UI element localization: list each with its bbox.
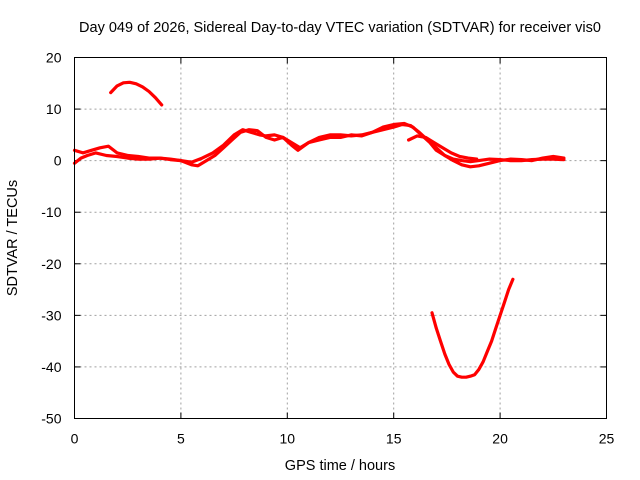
y-tick-label: -20 bbox=[41, 256, 61, 272]
series-arc-low bbox=[430, 277, 515, 379]
chart-title: Day 049 of 2026, Sidereal Day-to-day VTE… bbox=[79, 20, 601, 36]
x-axis-label: GPS time / hours bbox=[285, 458, 395, 474]
x-tick-labels: 0 5 10 15 20 25 bbox=[71, 431, 615, 447]
grid-lines bbox=[74, 57, 607, 419]
x-tick-label: 0 bbox=[71, 431, 79, 447]
axis-ticks bbox=[74, 57, 607, 419]
series-arc-high-early bbox=[109, 80, 164, 107]
x-tick-label: 20 bbox=[492, 431, 508, 447]
x-tick-label: 5 bbox=[177, 431, 185, 447]
plot-frame bbox=[74, 57, 607, 419]
y-tick-labels: -50 -40 -30 -20 -10 0 10 20 bbox=[41, 50, 61, 427]
y-tick-label: -10 bbox=[41, 204, 61, 220]
y-tick-label: 0 bbox=[54, 153, 62, 169]
y-tick-label: -50 bbox=[41, 411, 61, 427]
series-arc-baseline-upper bbox=[72, 122, 566, 169]
x-tick-label: 10 bbox=[280, 431, 296, 447]
x-tick-label: 25 bbox=[599, 431, 615, 447]
y-tick-label: -40 bbox=[41, 359, 61, 375]
data-series bbox=[72, 80, 566, 379]
y-tick-label: 10 bbox=[46, 101, 62, 117]
series-arc-late-high bbox=[407, 134, 479, 161]
y-axis-label: SDTVAR / TECUs bbox=[5, 180, 21, 296]
y-tick-label: 20 bbox=[46, 50, 62, 66]
x-tick-label: 15 bbox=[386, 431, 402, 447]
y-tick-label: -30 bbox=[41, 307, 61, 323]
